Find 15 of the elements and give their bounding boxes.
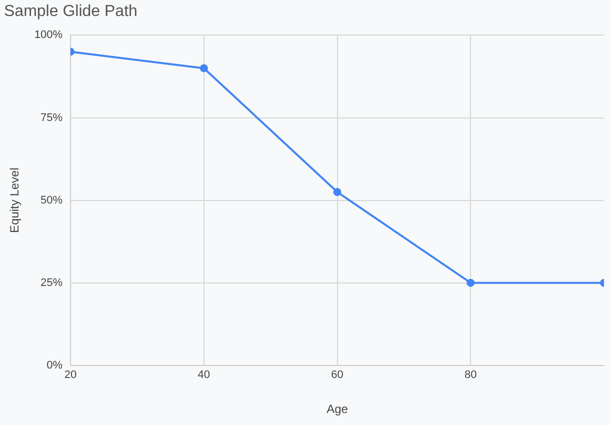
y-tick-label: 0% bbox=[46, 359, 63, 372]
y-tick-label: 75% bbox=[40, 112, 63, 124]
y-tick-label: 25% bbox=[40, 276, 63, 289]
chart-title: Sample Glide Path bbox=[4, 3, 138, 20]
y-tick-label: 100% bbox=[34, 29, 63, 42]
point bbox=[466, 278, 475, 287]
point bbox=[200, 64, 208, 72]
y-tick-label: 50% bbox=[40, 194, 63, 206]
x-tick-label: 60 bbox=[331, 369, 344, 382]
y-axis-title: Equity Level bbox=[8, 168, 22, 233]
x-tick-label: 40 bbox=[198, 369, 210, 382]
x-tick-label: 20 bbox=[64, 369, 77, 382]
x-axis-title: Age bbox=[326, 402, 348, 416]
point bbox=[333, 188, 342, 196]
x-tick-label: 80 bbox=[464, 369, 477, 382]
